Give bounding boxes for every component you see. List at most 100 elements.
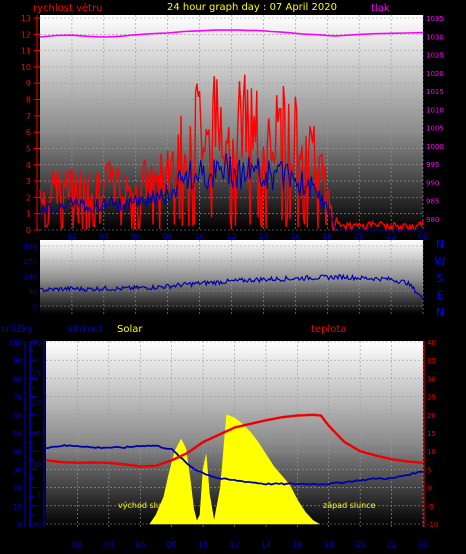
legend-temperature: teplota — [311, 324, 346, 335]
pressure-axis-title: tlak — [371, 3, 390, 14]
pressure-tick-label: 1020 — [426, 70, 444, 78]
pressure-tick-label: 980 — [426, 216, 439, 224]
time-tick-label: 18 — [322, 232, 332, 241]
sunrise-label: východ slunce — [118, 501, 175, 510]
pressure-tick-label: 1010 — [426, 106, 444, 114]
solar-tick-label: 25 — [32, 369, 41, 377]
rain-tick-label: 100 — [9, 339, 22, 347]
solar-tick-label: 30 — [32, 339, 41, 347]
temperature-tick-label: 10 — [427, 448, 436, 456]
time-tick-label: 12 — [226, 232, 236, 241]
time-tick-label: 08 — [163, 232, 173, 241]
temperature-tick-label: 15 — [427, 430, 436, 438]
time-tick-label: 20 — [354, 232, 364, 241]
wind-speed-tick-label: 10 — [21, 63, 31, 72]
time-tick-label: 12 — [229, 540, 239, 549]
compass-label: S — [437, 272, 444, 285]
compass-label: N — [436, 306, 444, 319]
time-tick-label: 18 — [324, 540, 334, 549]
rain-tick-label: 40 — [13, 448, 22, 456]
rain-tick-label: 70 — [13, 394, 22, 402]
compass-label: W — [435, 255, 446, 268]
temperature-tick-label: 0 — [427, 485, 431, 493]
solar-tick-label: 15 — [32, 430, 41, 438]
time-tick-label: 06 — [135, 540, 145, 549]
temperature-tick-label: 30 — [427, 375, 436, 383]
series-wind-gust — [39, 74, 424, 233]
series-pressure — [39, 29, 424, 38]
time-tick-label: 14 — [261, 540, 271, 549]
solar-tick-label: 20 — [32, 400, 41, 408]
wind-speed-axis-title: rychlost větru — [33, 2, 103, 14]
graph-title: 24 hour graph day : 07 April 2020 — [167, 2, 337, 13]
time-tick-label: 00 — [418, 540, 428, 549]
compass-label: E — [437, 289, 444, 302]
solar-tick-label: 5 — [37, 491, 41, 499]
sunset-label: západ slunce — [323, 501, 376, 510]
direction-tick-label: 360 — [24, 243, 37, 251]
time-tick-label: 22 — [386, 232, 396, 241]
series-wind-average — [39, 153, 423, 231]
pressure-tick-label: 990 — [426, 179, 439, 187]
pressure-tick-label: 995 — [426, 161, 439, 169]
temperature-tick-label: 40 — [427, 339, 436, 347]
wind-speed-tick-label: 2 — [26, 193, 31, 202]
time-tick-label: 14 — [258, 232, 268, 241]
wind-speed-tick-label: 6 — [26, 128, 31, 137]
rain-tick-label: 30 — [13, 466, 22, 474]
rain-tick-label: 80 — [13, 375, 22, 383]
time-tick-label: 10 — [194, 232, 204, 241]
temperature-tick-label: 5 — [427, 466, 431, 474]
wind-speed-tick-label: 12 — [21, 30, 31, 39]
rain-tick-label: 90 — [13, 357, 22, 365]
pressure-tick-label: 1030 — [426, 33, 444, 41]
direction-tick-label: 270 — [24, 258, 37, 266]
wind-pressure-chart: 0123456789101112139809859909951000100510… — [21, 2, 444, 241]
wind-speed-tick-label: 13 — [21, 14, 31, 23]
wind-speed-tick-label: 9 — [26, 79, 31, 88]
legend-rain: srážky — [1, 323, 33, 335]
time-tick-label: 02 — [67, 232, 77, 241]
time-tick-label: 02 — [72, 540, 82, 549]
pressure-tick-label: 1005 — [426, 125, 444, 133]
temperature-tick-label: 35 — [427, 357, 436, 365]
time-tick-label: 00 — [418, 232, 428, 241]
time-tick-label: 10 — [198, 540, 208, 549]
rain-tick-label: 50 — [13, 430, 22, 438]
solar-tick-label: 0 — [37, 521, 41, 529]
time-tick-label: 04 — [99, 232, 109, 241]
pressure-tick-label: 1015 — [426, 88, 444, 96]
wind-speed-tick-label: 8 — [26, 96, 31, 105]
wind-speed-tick-label: 11 — [21, 47, 31, 56]
temperature-tick-label: 25 — [427, 394, 436, 402]
time-tick-label: 16 — [292, 540, 302, 549]
time-tick-label: 20 — [355, 540, 365, 549]
wind-speed-tick-label: 3 — [26, 177, 31, 186]
wind-speed-tick-label: 5 — [26, 144, 31, 153]
rain-tick-label: 20 — [13, 485, 22, 493]
time-tick-label: 22 — [386, 540, 396, 549]
pressure-tick-label: 985 — [426, 198, 439, 206]
legend-humidity: vlhkost — [67, 324, 103, 335]
solar-tick-label: 10 — [32, 460, 41, 468]
series-wind-direction — [39, 273, 424, 301]
time-tick-label: 06 — [131, 232, 141, 241]
series-temperature — [45, 413, 424, 468]
rain-tick-label: 10 — [13, 503, 22, 511]
time-tick-label: 08 — [167, 540, 177, 549]
wind-speed-tick-label: 0 — [26, 226, 31, 235]
series-humidity — [45, 444, 424, 486]
direction-tick-label: 180 — [24, 273, 37, 281]
direction-tick-label: 0 — [33, 303, 37, 311]
wind-speed-tick-label: 7 — [26, 112, 31, 121]
rain-tick-label: 0 — [18, 521, 22, 529]
time-tick-label: 16 — [290, 232, 300, 241]
wind-speed-tick-label: 4 — [26, 161, 31, 170]
pressure-tick-label: 1035 — [426, 15, 444, 23]
series-solar — [149, 414, 321, 525]
rain-humidity-solar-temperature-chart: srážky vlhkost Solar teplota -10 -5 0 5 10 15… — [1, 323, 438, 549]
temperature-tick-label: -5 — [427, 503, 434, 511]
legend-solar: Solar — [117, 324, 143, 335]
